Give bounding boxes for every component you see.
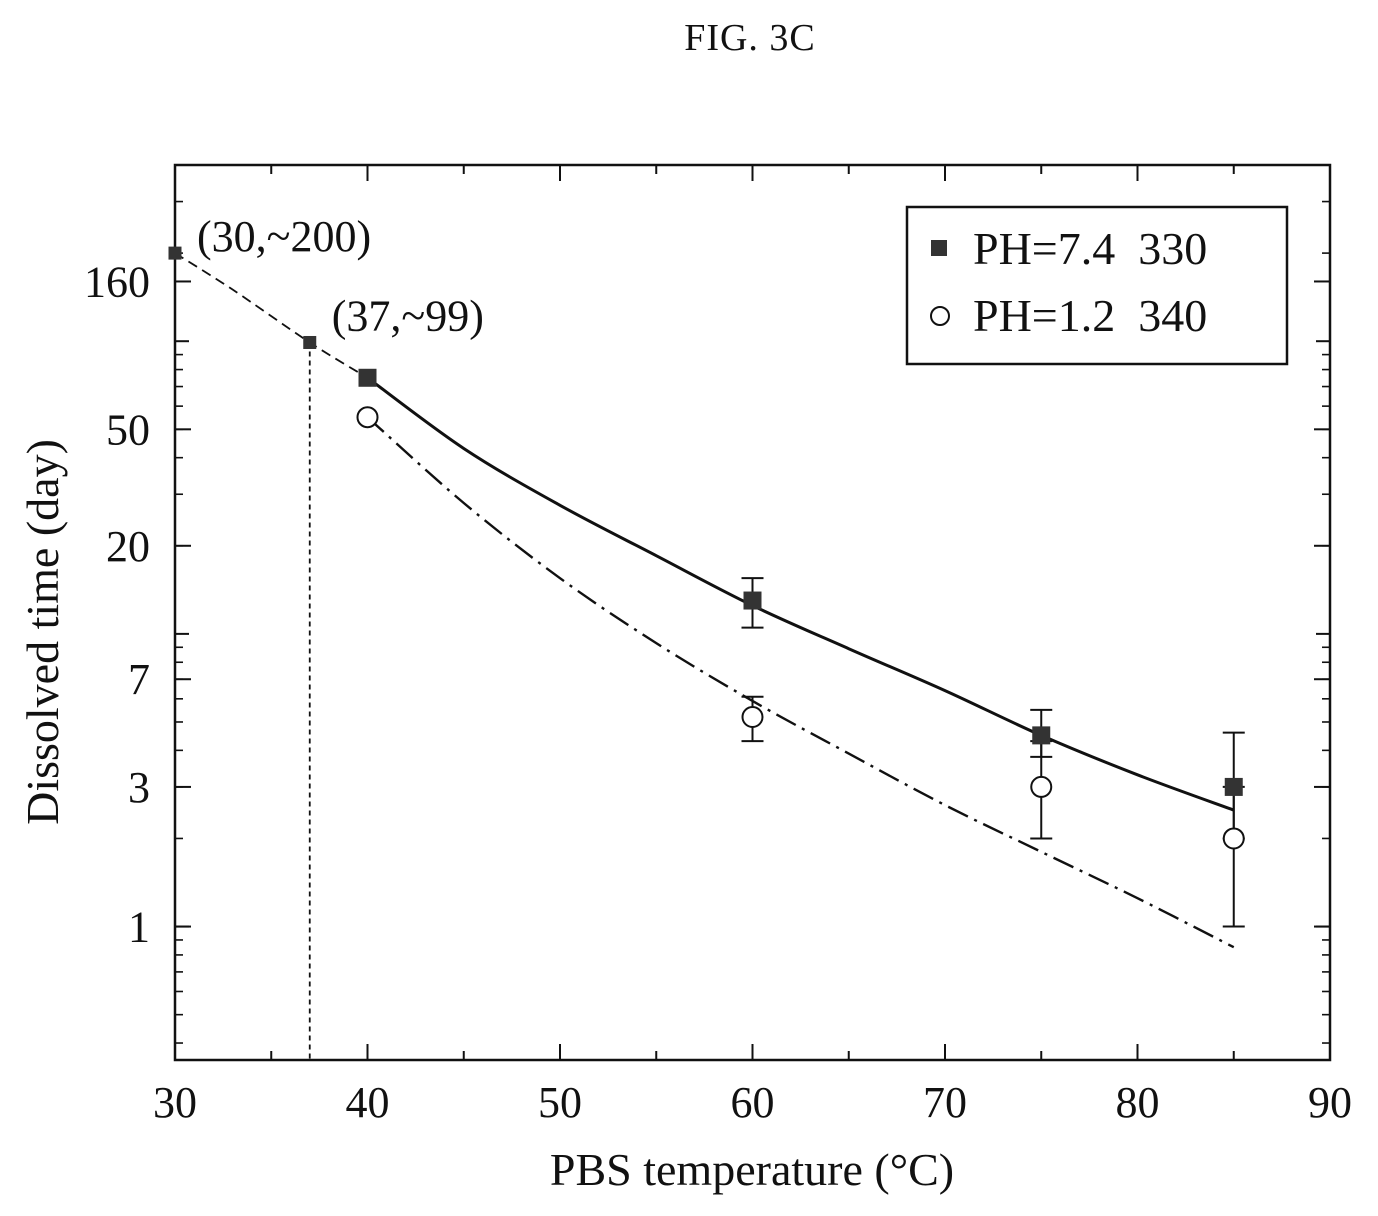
data-point-square bbox=[743, 591, 762, 610]
y-tick-label: 3 bbox=[128, 763, 150, 812]
x-axis-ticks: 30 40 50 60 70 80 90 bbox=[153, 165, 1352, 1127]
data-point-circle bbox=[1222, 827, 1245, 850]
data-point-square bbox=[358, 368, 377, 387]
annotations: (30,~200) (37,~99) bbox=[197, 212, 484, 340]
y-axis-ticks: 1 3 7 20 50 160 bbox=[84, 200, 1330, 1044]
fit-line-series-0 bbox=[366, 376, 1235, 812]
data-markers bbox=[168, 246, 1245, 850]
data-point-square bbox=[1032, 726, 1051, 745]
y-tick-label: 20 bbox=[106, 522, 150, 571]
error-bars bbox=[741, 577, 1245, 928]
point-annotation: (37,~99) bbox=[332, 291, 484, 340]
y-tick-label: 50 bbox=[106, 405, 150, 454]
legend-label-ph74: PH=7.4 330 bbox=[973, 223, 1207, 274]
fit-lines bbox=[174, 252, 1235, 1060]
x-tick-label: 90 bbox=[1308, 1078, 1352, 1127]
fit-line-series-1 bbox=[366, 416, 1235, 949]
legend-label-ph12: PH=1.2 340 bbox=[973, 290, 1207, 341]
x-tick-label: 80 bbox=[1116, 1078, 1160, 1127]
legend: PH=7.4 330 PH=1.2 340 bbox=[905, 205, 1289, 366]
point-annotation: (30,~200) bbox=[197, 212, 371, 261]
x-tick-label: 30 bbox=[153, 1078, 197, 1127]
data-point-square bbox=[1224, 777, 1243, 796]
data-point-circle bbox=[741, 706, 764, 729]
extrapolation-line bbox=[174, 252, 368, 379]
y-tick-label: 7 bbox=[128, 655, 150, 704]
legend-box bbox=[905, 205, 1289, 366]
legend-marker-ph74 bbox=[931, 240, 947, 256]
y-tick-label: 1 bbox=[128, 903, 150, 952]
y-tick-label: 160 bbox=[84, 257, 150, 306]
x-tick-label: 50 bbox=[538, 1078, 582, 1127]
legend-marker-ph12 bbox=[930, 306, 950, 326]
y-axis-label: Dissolved time (day) bbox=[17, 439, 68, 825]
data-point-square bbox=[168, 246, 182, 260]
data-point-circle bbox=[1030, 775, 1053, 798]
x-tick-label: 60 bbox=[731, 1078, 775, 1127]
x-tick-label: 70 bbox=[923, 1078, 967, 1127]
x-tick-label: 40 bbox=[346, 1078, 390, 1127]
x-axis-label: PBS temperature (°C) bbox=[550, 1144, 954, 1195]
figure-title: FIG. 3C bbox=[684, 17, 816, 59]
data-point-square bbox=[303, 335, 317, 349]
data-point-circle bbox=[356, 406, 379, 429]
